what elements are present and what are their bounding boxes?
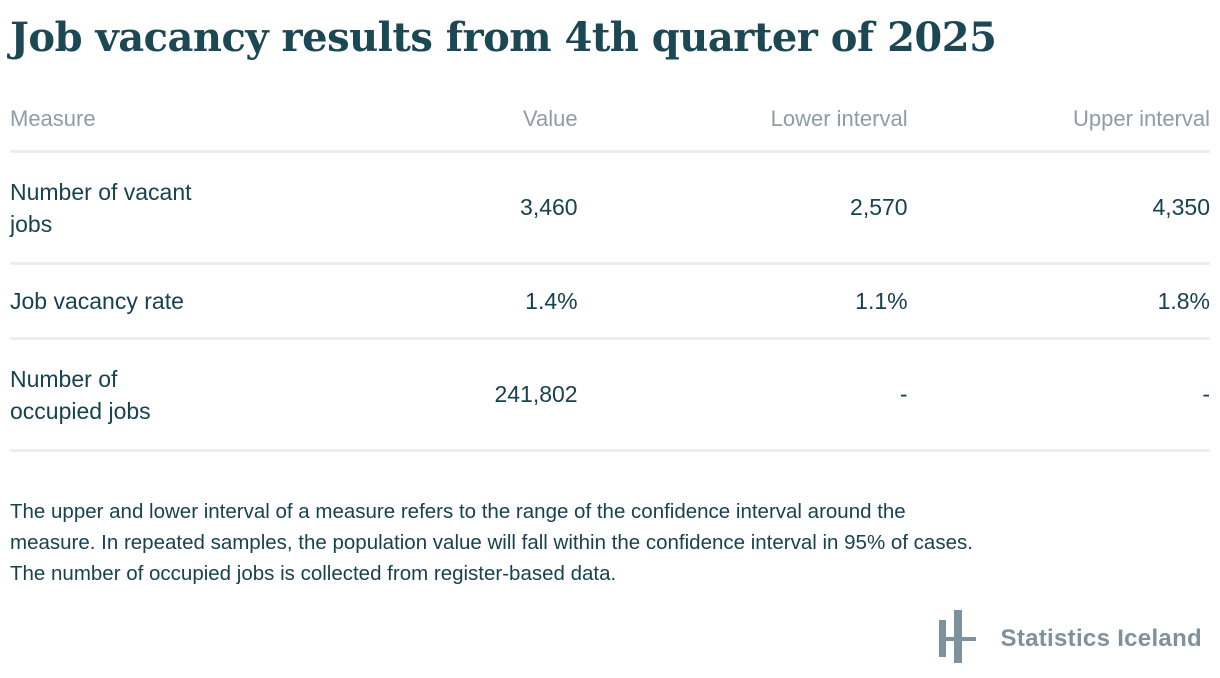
table-row-occupied-jobs: Number of occupied jobs 241,802 - -: [10, 337, 1210, 452]
upper-interval-cell: 1.8%: [907, 262, 1210, 339]
footnote-text: The upper and lower interval of a measur…: [10, 500, 973, 585]
measure-cell: Job vacancy rate: [10, 262, 346, 339]
brand-row: Statistics Iceland: [10, 609, 1210, 668]
value-cell: 3,460: [346, 150, 578, 264]
logo-bar: [938, 640, 946, 657]
column-header-upper-interval: Upper interval: [1073, 106, 1210, 131]
page-title: Job vacancy results from 4th quarter of …: [10, 14, 997, 61]
column-header-measure: Measure: [10, 106, 96, 131]
value-cell: 1.4%: [346, 262, 578, 339]
statistics-iceland-logo-icon: [938, 609, 977, 668]
brand-name: Statistics Iceland: [1000, 624, 1202, 652]
lower-interval-cell: 2,570: [577, 150, 908, 264]
upper-interval-cell: -: [907, 337, 1210, 452]
value-cell: 241,802: [346, 337, 578, 452]
column-header-lower-interval: Lower interval: [770, 106, 908, 131]
results-table: Measure Value Lower interval Upper inter…: [10, 106, 1210, 452]
measure-cell: Number of occupied jobs: [10, 337, 346, 452]
measure-cell: Number of vacant jobs: [10, 150, 346, 264]
logo-bar: [938, 619, 946, 637]
column-header-value: Value: [522, 106, 578, 131]
header-row: Measure Value Lower interval Upper inter…: [10, 106, 1210, 152]
table-row-vacant-jobs: Number of vacant jobs 3,460 2,570 4,350: [10, 150, 1210, 264]
lower-interval-cell: -: [577, 337, 908, 452]
lower-interval-cell: 1.1%: [577, 262, 908, 339]
table-header: Measure Value Lower interval Upper inter…: [10, 106, 1210, 152]
logo-bar: [953, 609, 962, 663]
logo-bar: [938, 636, 976, 641]
upper-interval-cell: 4,350: [907, 150, 1210, 264]
table-body: Number of vacant jobs 3,460 2,570 4,350 …: [10, 150, 1210, 452]
table-row-vacancy-rate: Job vacancy rate 1.4% 1.1% 1.8%: [10, 262, 1210, 339]
